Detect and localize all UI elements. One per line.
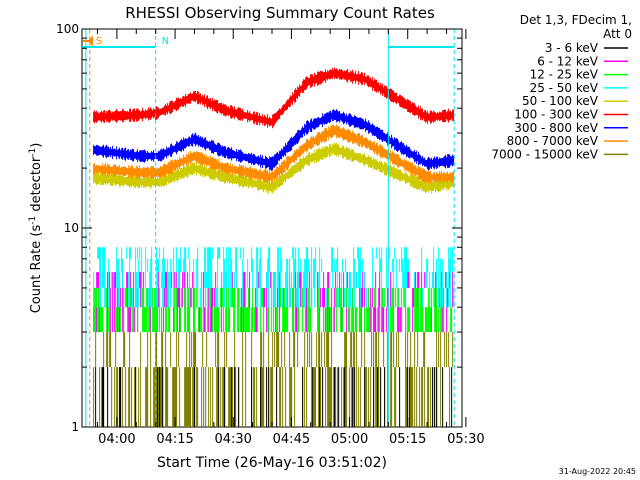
chart-title: RHESSI Observing Summary Count Rates [125,4,435,22]
y-tick-label: 10 [64,221,79,235]
legend-label: 300 - 800 keV [514,121,598,135]
y-label-sup: -1 [28,216,38,225]
x-axis-label: Start Time (26-May-16 03:51:02) [157,455,387,471]
y-label-sup2: -1 [28,148,38,157]
y-label-tail: detector [29,156,44,216]
series-trace [93,124,455,184]
legend-header-2: Att 0 [603,27,632,41]
marker-label: N [162,36,169,47]
noise-trace [95,367,453,427]
legend-label: 800 - 7000 keV [507,134,599,148]
footer-date: 31-Aug-2022 20:45 [559,467,636,476]
y-axis-label: Count Rate (s-1 detector-1) [28,143,44,314]
legend-label: 25 - 50 keV [530,81,599,95]
envelope-layer [93,67,455,194]
noise-trace [93,332,454,427]
x-tick-label: 05:30 [447,432,484,447]
noise-trace [93,287,453,333]
legend-label: 6 - 12 keV [537,54,599,68]
series-trace [93,142,455,194]
y-tick-label: 100 [56,22,79,36]
legend-header-1: Det 1,3, FDecim 1, [520,13,632,27]
x-tick-label: 04:30 [214,432,251,447]
x-tick-label: 04:00 [98,432,135,447]
y-tick-label: 1 [71,420,79,434]
x-axis: 04:00 04:15 04:30 04:45 05:00 05:15 05:30 [97,29,485,447]
legend-label: 7000 - 15000 keV [491,147,598,161]
x-tick-label: 04:45 [273,432,310,447]
y-axis: 1 10 100 [56,22,462,434]
legend-label: 3 - 6 keV [545,41,599,55]
x-tick-label: 04:15 [156,432,193,447]
legend-label: 100 - 300 keV [514,108,598,122]
x-tick-label: 05:15 [389,432,426,447]
y-label-end: ) [29,143,44,148]
series-trace [93,109,455,171]
legend-label: 50 - 100 keV [522,94,599,108]
x-tick-label: 05:00 [331,432,368,447]
legend-label: 12 - 25 keV [530,68,599,82]
marker-label: S [96,36,102,47]
saa-arrow-icon [83,35,93,47]
noise-layer [93,247,455,427]
y-label-main: Count Rate (s [29,225,44,314]
series-trace [93,67,455,129]
